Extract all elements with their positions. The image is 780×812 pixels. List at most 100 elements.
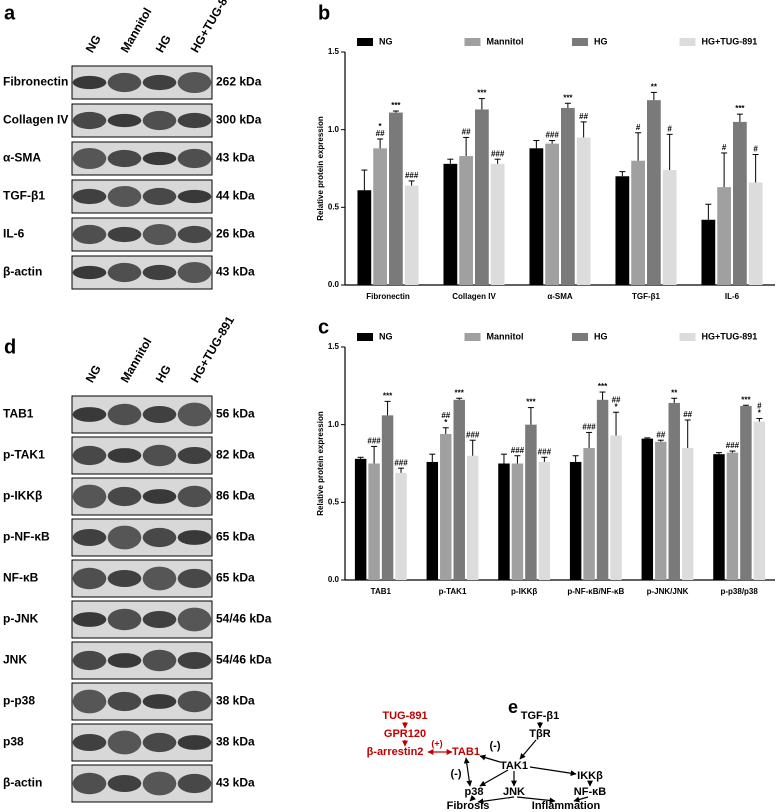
blot-band xyxy=(177,485,212,508)
blot-band xyxy=(177,530,212,545)
size-label: 82 kDa xyxy=(216,448,255,462)
bar xyxy=(357,190,372,285)
size-label: 38 kDa xyxy=(216,694,255,708)
legend-swatch xyxy=(679,38,696,46)
significance-mark: ## xyxy=(462,128,471,137)
significance-mark: *** xyxy=(598,382,608,391)
blot-band xyxy=(107,608,142,631)
blot-band xyxy=(72,733,107,752)
bar xyxy=(426,461,439,580)
x-tick-label: p-p38/p38 xyxy=(720,587,758,596)
node: p38 xyxy=(465,786,484,798)
size-label: 54/46 kDa xyxy=(216,612,272,626)
bar xyxy=(354,458,367,580)
x-tick-label: α-SMA xyxy=(547,292,573,301)
bar xyxy=(753,421,766,580)
lane-label: HG+TUG-891 xyxy=(188,313,237,385)
node: TAB1 xyxy=(452,746,480,758)
blot-band xyxy=(72,407,107,422)
blot-band xyxy=(142,732,177,753)
x-tick-label: IL-6 xyxy=(725,292,740,301)
blot-band xyxy=(142,566,177,591)
blot-band xyxy=(107,113,142,128)
significance-mark: ### xyxy=(491,149,505,158)
lane-label: Mannitol xyxy=(118,335,155,385)
blot-band xyxy=(177,71,212,94)
significance-mark: * xyxy=(758,409,762,418)
protein-label: JNK xyxy=(3,653,27,667)
blot-band xyxy=(177,261,212,284)
blot-band xyxy=(107,403,142,426)
x-tick-label: p-TAK1 xyxy=(439,587,467,596)
node: TUG-891 xyxy=(382,710,427,722)
legend-label: Mannitol xyxy=(487,331,524,341)
x-tick-label: Collagen IV xyxy=(452,292,496,301)
protein-label: TAB1 xyxy=(3,407,34,421)
significance-mark: *** xyxy=(735,104,745,113)
y-tick-label: 1.0 xyxy=(328,125,340,134)
size-label: 56 kDa xyxy=(216,407,255,421)
significance-mark: ## xyxy=(612,395,621,404)
blot-band xyxy=(142,489,177,504)
significance-mark: # xyxy=(667,124,672,133)
legend-swatch xyxy=(572,38,588,46)
blot-band xyxy=(72,147,107,170)
blot-band xyxy=(177,651,212,670)
node: GPR120 xyxy=(384,728,426,740)
legend-swatch xyxy=(464,333,481,341)
sign: (-) xyxy=(490,740,501,752)
legend-swatch xyxy=(572,333,588,341)
bar xyxy=(583,447,595,580)
blot-band xyxy=(107,691,142,712)
bar xyxy=(631,160,645,285)
blot-band xyxy=(177,148,212,169)
size-label: 262 kDa xyxy=(216,75,262,89)
blot-band xyxy=(107,525,142,550)
sign: (-) xyxy=(451,768,462,780)
y-tick-label: 0.0 xyxy=(328,575,340,584)
arrow xyxy=(519,739,537,760)
blot-band xyxy=(107,569,142,588)
bar xyxy=(740,406,752,580)
bar xyxy=(641,438,654,580)
bar xyxy=(466,455,479,580)
size-label: 86 kDa xyxy=(216,489,255,503)
blot-band xyxy=(107,653,142,668)
size-label: 65 kDa xyxy=(216,571,255,585)
bar xyxy=(713,454,725,580)
significance-mark: ### xyxy=(538,447,552,456)
bar xyxy=(404,185,419,285)
bar xyxy=(440,433,452,580)
size-label: 43 kDa xyxy=(216,776,255,790)
blot-band xyxy=(142,444,177,467)
lane-label: HG xyxy=(153,32,174,55)
size-label: 300 kDa xyxy=(216,113,262,127)
arrow xyxy=(479,754,501,763)
protein-label: p38 xyxy=(3,735,24,749)
blot-band xyxy=(142,187,177,206)
blot-band xyxy=(142,694,177,709)
significance-mark: ### xyxy=(466,430,480,439)
significance-mark: ### xyxy=(726,441,740,450)
y-tick-label: 1.5 xyxy=(328,47,340,56)
panel-label: a xyxy=(4,2,16,24)
blot-band xyxy=(177,225,212,244)
significance-mark: ### xyxy=(582,423,596,432)
protein-label: Collagen IV xyxy=(3,113,68,127)
arrow xyxy=(477,796,515,805)
blot-band xyxy=(177,690,212,713)
bar xyxy=(655,441,667,580)
bar xyxy=(615,176,630,285)
significance-mark: ### xyxy=(405,171,419,180)
blot-band xyxy=(142,610,177,629)
panel-label: d xyxy=(4,336,16,358)
bar xyxy=(395,472,407,580)
bar xyxy=(368,463,380,580)
significance-mark: ### xyxy=(394,458,408,467)
bar xyxy=(681,447,694,580)
blot-band xyxy=(72,484,107,509)
significance-mark: *** xyxy=(477,89,487,98)
protein-label: p-JNK xyxy=(3,612,39,626)
bar xyxy=(529,148,544,285)
